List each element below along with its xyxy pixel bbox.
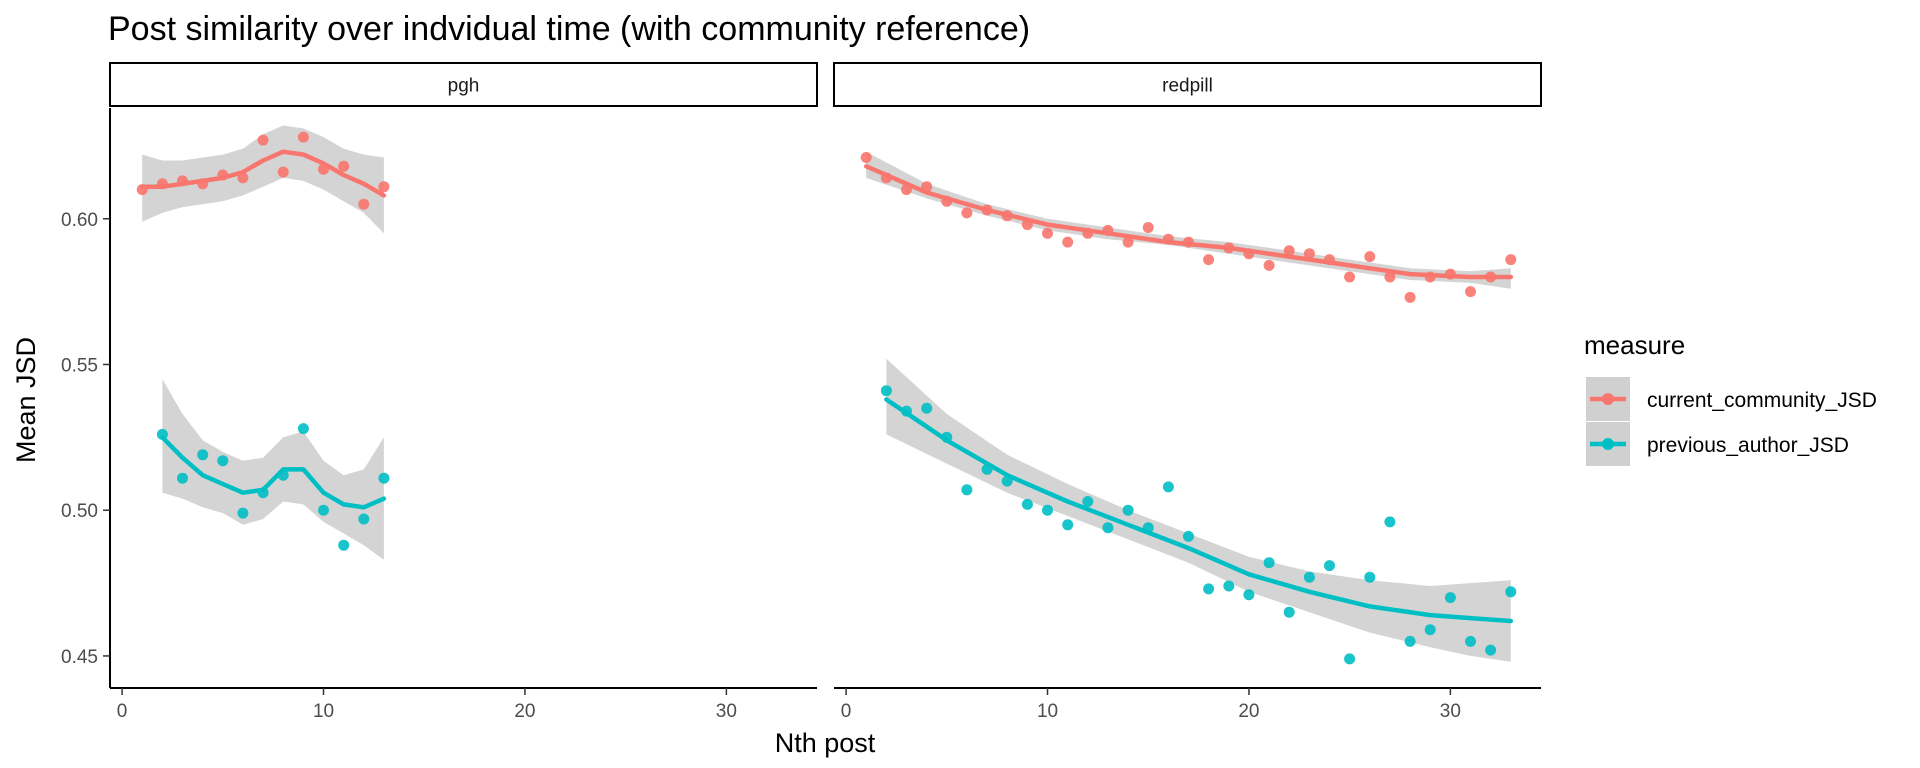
x-axis-title: Nth post [775, 728, 876, 758]
data-point-previous-author-jsd [237, 507, 249, 519]
panels-layer: pgh 0.45 0.50 0.55 0.60 0 10 20 30 redpill 0 10 20 30 [61, 62, 1542, 722]
data-point-current-community-jsd [1465, 286, 1476, 298]
data-point-current-community-jsd [1263, 259, 1275, 271]
legend-label: current_community_JSD [1647, 389, 1877, 412]
data-point-current-community-jsd [277, 166, 289, 178]
data-point-previous-author-jsd [197, 449, 209, 461]
smooth-line-current-community-jsd [139, 149, 387, 198]
data-point-current-community-jsd [338, 160, 350, 172]
x-tick-label: 20 [1238, 701, 1259, 722]
data-point-previous-author-jsd [338, 539, 350, 551]
data-point-previous-author-jsd [1082, 496, 1094, 507]
data-point-current-community-jsd [378, 181, 390, 193]
confidence-band-current-community-jsd [142, 125, 384, 234]
data-point-current-community-jsd [860, 152, 872, 163]
data-point-previous-author-jsd [1283, 606, 1295, 618]
data-point-previous-author-jsd [1485, 644, 1497, 656]
data-point-previous-author-jsd [1505, 586, 1517, 598]
data-point-previous-author-jsd [318, 504, 329, 516]
data-point-current-community-jsd [1505, 254, 1517, 266]
data-point-previous-author-jsd [1183, 530, 1194, 542]
data-point-current-community-jsd [1042, 227, 1053, 239]
data-point-previous-author-jsd [177, 472, 188, 484]
data-point-current-community-jsd [1122, 236, 1134, 248]
data-point-previous-author-jsd [297, 423, 309, 435]
data-point-current-community-jsd [1283, 245, 1295, 257]
data-point-current-community-jsd [297, 131, 309, 143]
data-point-previous-author-jsd [358, 513, 370, 525]
x-tick-label: 0 [117, 701, 128, 722]
data-point-previous-author-jsd [1384, 516, 1396, 528]
data-point-current-community-jsd [257, 134, 269, 146]
data-point-current-community-jsd [1303, 248, 1315, 260]
facet-strip-redpill [833, 62, 1542, 107]
data-point-previous-author-jsd [1303, 571, 1315, 583]
data-point-previous-author-jsd [1203, 583, 1215, 595]
data-point-previous-author-jsd [880, 385, 892, 397]
legend-key-point [1602, 393, 1614, 405]
data-point-previous-author-jsd [1404, 635, 1416, 647]
data-point-current-community-jsd [1062, 236, 1074, 248]
confidence-band-previous-author-jsd [162, 379, 384, 560]
legend-label: previous_author_JSD [1647, 434, 1849, 457]
data-point-previous-author-jsd [921, 402, 933, 414]
x-tick-label: 0 [841, 701, 852, 722]
data-point-previous-author-jsd [1344, 653, 1356, 665]
data-point-current-community-jsd [1203, 254, 1215, 266]
data-point-previous-author-jsd [1424, 624, 1436, 636]
data-point-current-community-jsd [961, 207, 973, 219]
facet-strip-pgh [109, 62, 818, 107]
data-point-previous-author-jsd [1444, 592, 1456, 604]
data-point-previous-author-jsd [1122, 504, 1134, 516]
panel-pgh: pgh 0.45 0.50 0.55 0.60 0 10 20 30 [61, 62, 818, 722]
data-point-previous-author-jsd [1324, 560, 1335, 572]
data-point-previous-author-jsd [1042, 504, 1053, 516]
y-tick-label: 0.50 [61, 501, 98, 522]
data-point-previous-author-jsd [1062, 519, 1074, 531]
data-point-previous-author-jsd [1162, 481, 1174, 493]
smooth-line-previous-author-jsd [160, 435, 387, 510]
y-tick-label: 0.45 [61, 647, 98, 668]
data-point-current-community-jsd [1384, 271, 1396, 283]
data-point-previous-author-jsd [961, 484, 973, 496]
y-tick-label: 0.55 [61, 355, 98, 376]
data-point-current-community-jsd [1142, 222, 1154, 233]
data-point-current-community-jsd [1404, 291, 1416, 303]
data-point-previous-author-jsd [217, 455, 229, 467]
legend-key-point [1602, 438, 1614, 450]
data-point-previous-author-jsd [1102, 522, 1114, 534]
panel-redpill: redpill 0 10 20 30 [833, 62, 1542, 722]
confidence-band-previous-author-jsd [886, 358, 1511, 662]
smooth-line-current-community-jsd [863, 164, 1514, 280]
x-tick-label: 30 [716, 701, 737, 722]
facet-strip-label: redpill [1162, 76, 1213, 97]
x-tick-label: 10 [313, 701, 334, 722]
smooth-line-previous-author-jsd [884, 397, 1514, 624]
chart-title: Post similarity over indvidual time (wit… [108, 10, 1030, 48]
x-tick-label: 10 [1037, 701, 1058, 722]
data-point-previous-author-jsd [1223, 580, 1235, 592]
data-point-current-community-jsd [358, 198, 370, 210]
legend-entry-current-community-jsd: current_community_JSD [1586, 377, 1877, 421]
x-tick-label: 20 [514, 701, 535, 722]
legend: measure current_community_JSD previous_au… [1584, 330, 1877, 466]
confidence-band-current-community-jsd [866, 151, 1511, 289]
data-point-previous-author-jsd [378, 472, 390, 484]
data-point-current-community-jsd [1364, 251, 1376, 263]
data-point-previous-author-jsd [1364, 571, 1376, 583]
facet-strip-label: pgh [448, 76, 480, 97]
legend-title: measure [1584, 330, 1685, 360]
data-point-previous-author-jsd [1243, 589, 1255, 601]
legend-entry-previous-author-jsd: previous_author_JSD [1586, 422, 1849, 466]
y-tick-label: 0.60 [61, 210, 98, 231]
data-point-previous-author-jsd [1263, 557, 1275, 569]
y-axis-title: Mean JSD [11, 337, 41, 463]
data-point-current-community-jsd [1344, 271, 1356, 283]
data-point-previous-author-jsd [1021, 498, 1033, 510]
x-tick-label: 30 [1440, 701, 1461, 722]
data-point-previous-author-jsd [1465, 635, 1476, 647]
